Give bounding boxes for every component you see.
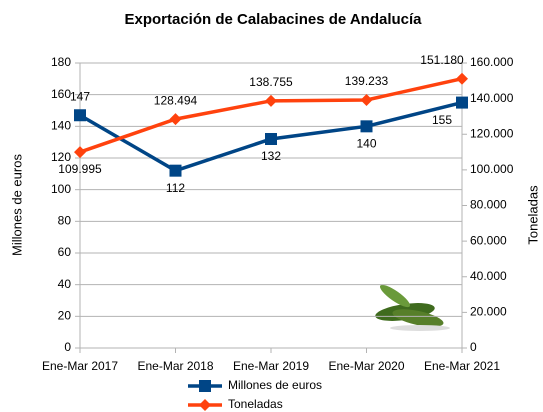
y-tick-label: 0 xyxy=(64,340,71,354)
x-tick-label: Ene-Mar 2017 xyxy=(42,359,118,373)
y-tick-label: 100 xyxy=(51,182,71,196)
point xyxy=(169,113,182,126)
y2-tick-label: 60.000 xyxy=(470,233,507,247)
x-tick-label: Ene-Mar 2018 xyxy=(137,359,213,373)
y-tick-label: 140 xyxy=(51,119,71,133)
y-tick-label: 180 xyxy=(51,55,71,69)
y2-tick-label: 20.000 xyxy=(470,305,507,319)
y-tick-label: 20 xyxy=(58,309,72,323)
y2-axis-title: Toneladas xyxy=(525,185,540,245)
y2-tick-label: 80.000 xyxy=(470,198,507,212)
data-label: 112 xyxy=(166,181,185,195)
y-tick-label: 80 xyxy=(58,214,72,228)
y-tick-label: 40 xyxy=(58,277,72,291)
point xyxy=(169,164,182,177)
y2-tick-label: 120.000 xyxy=(470,126,514,140)
data-label: 140 xyxy=(356,137,376,151)
y2-tick-label: 160.000 xyxy=(470,55,514,69)
y2-tick-label: 40.000 xyxy=(470,269,507,283)
zucchini-image xyxy=(375,284,450,331)
y2-tick-label: 140.000 xyxy=(470,91,514,105)
y-tick-label: 160 xyxy=(51,87,71,101)
chart-title: Exportación de Calabacines de Andalucía xyxy=(124,11,422,28)
point xyxy=(265,94,277,107)
data-label: 147 xyxy=(70,89,90,103)
point xyxy=(360,93,373,106)
data-label: 128.494 xyxy=(154,93,198,107)
y-axis-title: Millones de euros xyxy=(9,154,24,256)
x-tick-label: Ene-Mar 2020 xyxy=(328,359,404,373)
legend-marker xyxy=(199,399,211,411)
x-tick-label: Ene-Mar 2019 xyxy=(233,359,309,373)
data-label: 132 xyxy=(261,149,281,163)
y2-tick-label: 0 xyxy=(470,340,477,354)
y-tick-label: 60 xyxy=(58,245,72,259)
data-label: 139.233 xyxy=(345,74,389,88)
legend-marker xyxy=(199,380,211,392)
legend-label: Millones de euros xyxy=(228,378,322,392)
legend-label: Toneladas xyxy=(228,397,283,411)
point xyxy=(265,133,277,145)
x-tick-label: Ene-Mar 2021 xyxy=(424,359,500,373)
point xyxy=(456,72,468,85)
data-label: 151.180 xyxy=(420,53,464,67)
data-label: 155 xyxy=(432,113,452,127)
point xyxy=(74,109,86,122)
data-label: 109.995 xyxy=(58,162,102,176)
y-tick-label: 120 xyxy=(51,150,71,164)
y2-tick-label: 100.000 xyxy=(470,162,514,176)
point xyxy=(74,146,86,159)
point xyxy=(456,96,468,109)
point xyxy=(360,120,373,133)
data-label: 138.755 xyxy=(249,75,293,89)
